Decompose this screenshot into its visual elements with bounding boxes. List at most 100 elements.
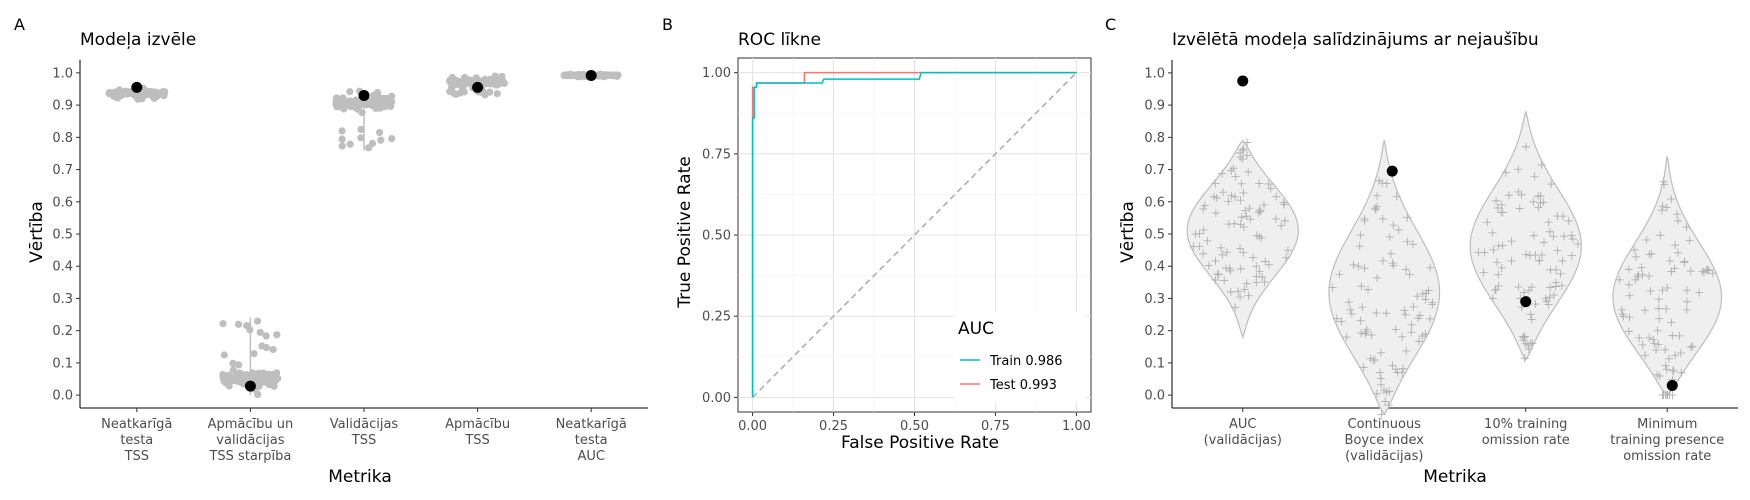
x-tick-label: TSS: [351, 433, 376, 448]
data-point: [229, 366, 237, 374]
null-point: [1195, 229, 1204, 238]
y-tick-label: 0.5: [52, 228, 73, 243]
y-tick-label: 1.0: [1144, 66, 1165, 81]
null-point: [1519, 336, 1528, 345]
null-point: [1279, 198, 1288, 207]
null-point: [1255, 267, 1264, 276]
null-point: [1646, 286, 1655, 295]
null-point: [1385, 387, 1394, 396]
data-point: [262, 343, 271, 352]
null-point: [1408, 240, 1417, 249]
data-point: [262, 332, 270, 340]
x-tick-label: TSS: [124, 449, 149, 464]
null-point: [1271, 214, 1280, 223]
null-point: [1260, 200, 1268, 209]
null-point: [1354, 262, 1363, 271]
null-point: [1373, 273, 1382, 282]
null-point: [1524, 345, 1533, 354]
null-point: [1630, 246, 1639, 255]
null-point: [1564, 216, 1573, 225]
null-point: [1400, 306, 1409, 315]
null-point: [1680, 258, 1689, 267]
null-point: [1662, 203, 1671, 212]
selected-model-point: [472, 81, 484, 93]
null-point: [1654, 340, 1663, 349]
null-point: [1385, 233, 1394, 242]
data-point: [493, 90, 501, 98]
x-tick-label: 0.50: [900, 419, 929, 434]
x-tick-label: Apmācību un: [208, 417, 294, 432]
null-point: [1224, 197, 1233, 206]
null-point: [1683, 297, 1691, 306]
null-point: [1328, 283, 1337, 292]
null-point: [1424, 286, 1433, 295]
data-point: [243, 322, 251, 330]
null-point: [1367, 331, 1376, 340]
y-tick-label: 0.0: [1144, 389, 1165, 404]
null-point: [1488, 294, 1497, 303]
y-tick-label: 0.2: [52, 324, 73, 339]
null-point: [1211, 209, 1220, 218]
data-point: [153, 89, 161, 97]
data-point: [375, 128, 384, 137]
null-point: [1663, 283, 1672, 292]
null-point: [1657, 206, 1666, 215]
legend-label: Train 0.986: [989, 354, 1063, 369]
null-point: [1534, 203, 1543, 212]
violin-shape: [1186, 140, 1299, 339]
selected-model-point: [244, 380, 256, 392]
null-point: [1381, 397, 1390, 406]
data-point: [567, 71, 576, 79]
null-point: [1654, 295, 1663, 304]
null-point: [1280, 200, 1289, 209]
null-point: [1389, 261, 1398, 270]
x-tick-label: (validācijas): [1204, 433, 1282, 448]
null-point: [1264, 179, 1273, 188]
null-point: [1658, 202, 1667, 211]
y-tick-label: 0.8: [52, 131, 73, 146]
null-point: [1501, 168, 1510, 177]
null-point: [1617, 305, 1626, 314]
null-point: [1494, 270, 1503, 279]
null-point: [1645, 272, 1654, 281]
null-point: [1239, 222, 1248, 231]
null-point: [1356, 231, 1365, 240]
chart-c-ylabel: Vērtība: [1118, 201, 1138, 263]
null-point: [1671, 351, 1680, 360]
null-point: [1652, 346, 1661, 355]
null-point: [1536, 198, 1545, 207]
null-point: [1335, 270, 1344, 279]
y-tick-label: 0.25: [702, 310, 731, 325]
null-point: [1256, 207, 1265, 216]
selected-model-point: [1386, 165, 1398, 177]
null-point: [1382, 179, 1391, 188]
y-tick-label: 0.50: [702, 229, 731, 244]
null-point: [1405, 270, 1414, 279]
null-point: [1391, 365, 1400, 374]
data-point: [232, 377, 240, 385]
null-point: [1211, 256, 1220, 265]
null-point: [1224, 220, 1233, 229]
null-point: [1624, 327, 1633, 336]
data-point: [332, 101, 340, 109]
null-point: [1257, 234, 1266, 243]
null-point: [1281, 216, 1290, 225]
null-point: [1200, 201, 1209, 210]
null-point: [1677, 368, 1686, 377]
null-point: [1203, 236, 1212, 245]
null-point: [1661, 345, 1670, 354]
y-tick-label: 0.4: [1144, 260, 1165, 275]
null-point: [1665, 354, 1674, 363]
y-tick-label: 0.3: [1144, 292, 1165, 307]
null-point: [1355, 242, 1364, 251]
null-point: [1698, 267, 1707, 276]
x-tick-label: 10% training: [1484, 417, 1567, 432]
null-point: [1497, 208, 1506, 217]
null-point: [1704, 266, 1713, 275]
null-point: [1507, 256, 1516, 265]
null-point: [1242, 151, 1251, 160]
null-point: [1360, 214, 1369, 223]
null-point: [1225, 264, 1234, 273]
null-point: [1349, 260, 1358, 269]
null-point: [1359, 363, 1368, 372]
